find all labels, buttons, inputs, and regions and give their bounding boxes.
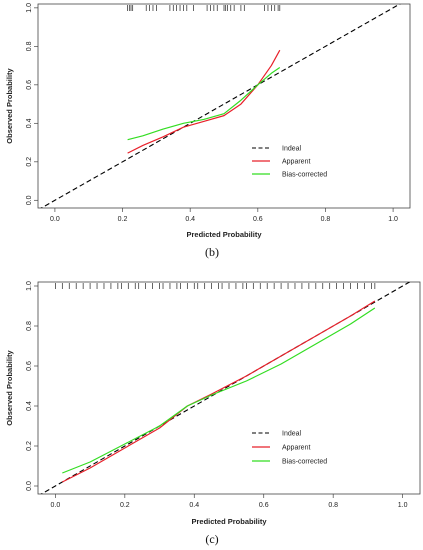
panel-b: 0.0 0.2 0.4 0.6 0.8 1.0 0.0 0.2 0.4 0.6 0.8 1.0 In… <box>5 3 411 259</box>
y-tick-label: 1.0 <box>26 281 33 291</box>
panel-c: 0.0 0.2 0.4 0.6 0.8 1.0 0.0 0.2 0.4 0.6 0.8 1.0 In… <box>5 281 421 546</box>
panel-label: (c) <box>205 532 218 546</box>
x-tick-label: 0.8 <box>321 216 331 223</box>
legend-label: Apparent <box>282 445 310 452</box>
y-tick-label: 0.6 <box>26 80 33 90</box>
plot-frame <box>37 281 421 495</box>
plot-frame <box>37 3 411 209</box>
x-ticks: 0.0 0.2 0.4 0.6 0.8 1.0 <box>50 208 398 223</box>
x-tick-label: 0.6 <box>253 216 263 223</box>
x-tick-label: 0.4 <box>185 216 195 223</box>
series-lines <box>40 282 411 494</box>
apparent-line <box>127 49 281 154</box>
x-ticks: 0.0 0.2 0.4 0.6 0.8 1.0 <box>50 494 408 509</box>
bias-corrected-line <box>62 307 376 474</box>
series-lines <box>40 4 401 208</box>
legend: Indeal Apparent Bias-corrected <box>252 431 327 466</box>
x-tick-label: 0.6 <box>259 502 269 509</box>
indeal-line <box>40 4 401 208</box>
y-tick-label: 0.6 <box>26 361 33 371</box>
y-tick-label: 0.8 <box>26 321 33 331</box>
y-tick-label: 1.0 <box>26 3 33 13</box>
x-axis-title: Predicted Probability <box>186 230 262 239</box>
x-tick-label: 0.0 <box>50 502 60 509</box>
x-tick-label: 1.0 <box>388 216 398 223</box>
y-ticks: 0.0 0.2 0.4 0.6 0.8 1.0 <box>26 281 38 491</box>
y-tick-label: 0.4 <box>26 118 33 128</box>
y-tick-label: 0.2 <box>26 441 33 451</box>
x-tick-label: 0.2 <box>120 502 130 509</box>
x-tick-label: 1.0 <box>398 502 408 509</box>
y-axis-title: Observed Probability <box>5 67 14 143</box>
x-tick-label: 0.4 <box>189 502 199 509</box>
legend-label: Bias-corrected <box>282 459 327 466</box>
legend-label: Indeal <box>282 146 302 153</box>
legend: Indeal Apparent Bias-corrected <box>252 146 327 179</box>
x-tick-label: 0.0 <box>50 216 60 223</box>
legend-label: Apparent <box>282 159 310 166</box>
y-axis-title: Observed Probability <box>5 349 14 425</box>
rug-marks <box>127 5 281 11</box>
apparent-line <box>62 300 376 483</box>
bias-corrected-line <box>127 67 281 141</box>
y-tick-label: 0.0 <box>26 481 33 491</box>
x-tick-label: 0.2 <box>118 216 128 223</box>
y-tick-label: 0.0 <box>26 195 33 205</box>
y-tick-label: 0.2 <box>26 157 33 167</box>
y-ticks: 0.0 0.2 0.4 0.6 0.8 1.0 <box>26 3 38 205</box>
y-tick-label: 0.4 <box>26 401 33 411</box>
x-axis-title: Predicted Probability <box>191 517 267 526</box>
legend-label: Indeal <box>282 431 302 438</box>
indeal-line <box>40 282 411 494</box>
panel-label: (b) <box>205 245 219 259</box>
x-tick-label: 0.8 <box>328 502 338 509</box>
y-tick-label: 0.8 <box>26 41 33 51</box>
rug-marks <box>55 283 376 289</box>
legend-label: Bias-corrected <box>282 172 327 179</box>
